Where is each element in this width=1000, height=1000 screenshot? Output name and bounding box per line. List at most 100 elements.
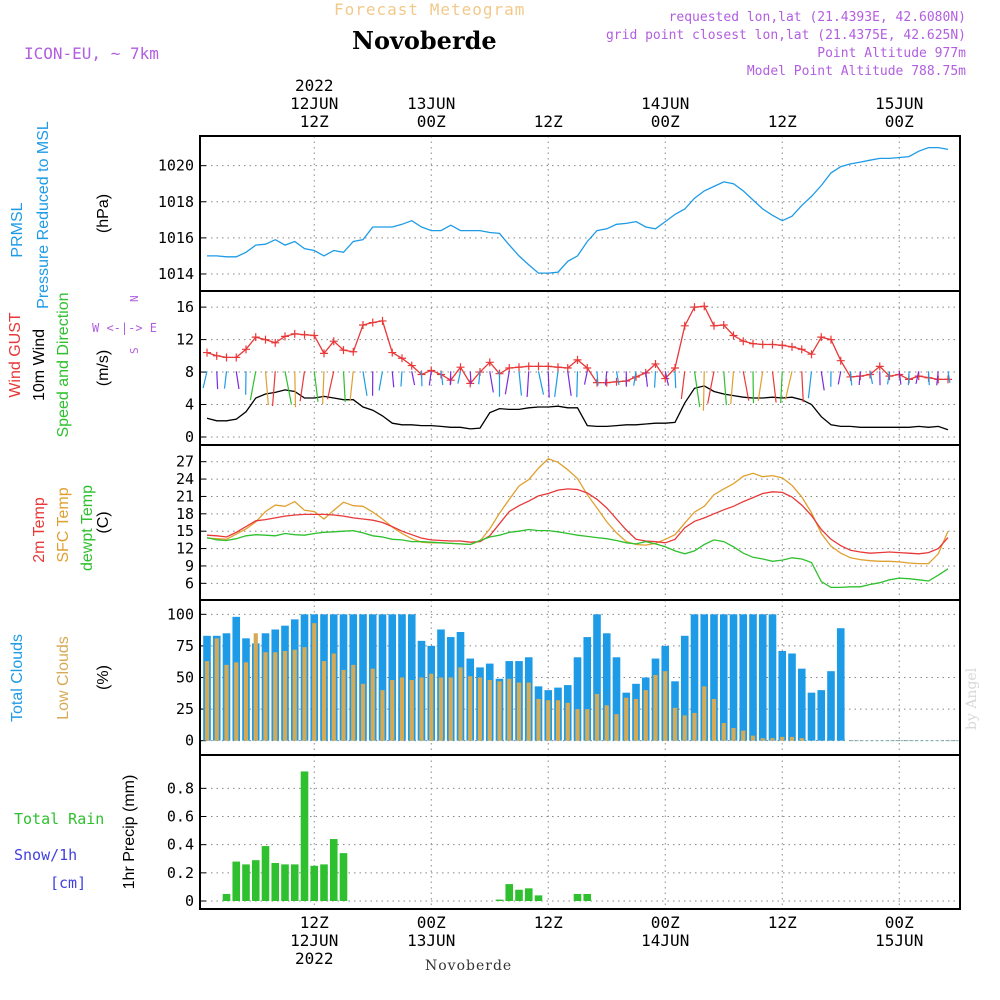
y-tick-label: 1018 <box>158 193 194 211</box>
gust-point <box>758 340 767 349</box>
gust-point <box>300 330 309 339</box>
rain-bar <box>573 893 582 901</box>
rain-bar <box>339 853 348 901</box>
wind-direction-arrow <box>284 371 293 405</box>
gust-point <box>710 321 718 330</box>
wind-direction-arrow <box>294 371 297 408</box>
rain-bar <box>515 889 523 901</box>
low-cloud-bar <box>614 714 619 741</box>
low-cloud-bar <box>214 638 219 741</box>
bottom-time-label: 15JUN <box>875 931 923 950</box>
top-time-label: 12Z <box>300 112 329 131</box>
low-cloud-bar <box>204 661 210 741</box>
wind-direction-arrow <box>653 371 657 388</box>
bottom-time-label: 13JUN <box>407 931 455 950</box>
wind-direction-arrow <box>411 371 416 386</box>
low-cloud-bar <box>370 668 375 741</box>
low-cloud-bar <box>780 736 785 741</box>
total-cloud-bar <box>710 614 718 741</box>
chart-title: Forecast Meteogram <box>334 0 526 19</box>
low-cloud-bar <box>360 683 366 741</box>
side-label-speed-direction: Speed and Direction <box>55 293 72 438</box>
low-cloud-bar <box>653 674 658 741</box>
frames-layer <box>199 135 961 910</box>
bottom-time-label: 12Z <box>300 913 329 932</box>
gust-point <box>232 353 241 362</box>
gust-point <box>573 355 582 364</box>
compass-n: N <box>128 295 141 302</box>
wind-direction-arrow <box>469 371 472 385</box>
rain-bar <box>505 884 514 901</box>
rain-bar <box>232 861 241 901</box>
total-cloud-bar <box>836 628 845 741</box>
y-tick-label: 50 <box>176 669 194 687</box>
low-cloud-bar <box>312 623 317 741</box>
bottom-time-label: 12Z <box>768 913 797 932</box>
y-tick-label: 15 <box>176 522 194 540</box>
wind-direction-arrow <box>567 371 572 396</box>
wind-direction-arrow <box>771 371 777 403</box>
compass-we: W <-|-> E <box>92 321 157 335</box>
side-label-2m-temp: 2m Temp <box>31 497 48 563</box>
rain-bar <box>222 893 231 901</box>
gust-point <box>827 335 835 344</box>
wind-direction-arrow <box>518 371 523 396</box>
wind-direction-arrow <box>898 371 902 385</box>
rain-bar <box>281 864 289 901</box>
gust-point <box>534 362 543 371</box>
gust-point <box>700 302 709 311</box>
gust-point <box>875 362 884 371</box>
total-cloud-bar <box>729 614 738 741</box>
y-axis-unit: (C) <box>95 511 112 533</box>
gust-point <box>456 363 465 372</box>
low-cloud-bar <box>682 715 687 741</box>
total-cloud-bar <box>827 671 835 741</box>
side-label-pressure: Pressure Reduced to MSL <box>35 121 52 309</box>
gust-point <box>368 318 377 327</box>
gust-point <box>505 364 514 372</box>
bottom-time-label: 00Z <box>651 913 680 932</box>
wind-direction-arrow <box>526 371 530 397</box>
wind-direction-arrow <box>604 371 608 386</box>
y-tick-label: 4 <box>185 396 194 414</box>
gust-point <box>407 361 416 370</box>
rain-bar <box>310 865 319 901</box>
low-cloud-bar <box>477 677 483 741</box>
bottom-time-label: 2022 <box>295 949 334 968</box>
y-tick-label: 8 <box>185 363 194 381</box>
low-cloud-bar <box>438 677 444 741</box>
low-cloud-bar <box>585 709 590 741</box>
low-cloud-bar <box>273 652 278 741</box>
wind-direction-arrow <box>784 371 793 400</box>
rain-bar <box>534 895 543 901</box>
gust-point <box>739 337 748 346</box>
gust-point <box>359 320 367 329</box>
low-cloud-bar <box>604 705 609 741</box>
gust-point <box>320 349 328 358</box>
wind-direction-arrow <box>633 371 637 386</box>
low-cloud-bar <box>594 693 600 741</box>
top-time-label: 12Z <box>534 112 563 131</box>
total-cloud-bar <box>778 650 787 741</box>
top-time-label: 00Z <box>651 112 680 131</box>
total-cloud-bar <box>583 637 592 741</box>
gust-point <box>398 354 406 363</box>
low-cloud-bar <box>507 678 512 741</box>
total-cloud-bar <box>700 614 709 741</box>
gust-point <box>290 329 299 338</box>
wind-direction-arrow <box>271 371 276 407</box>
wind-direction-arrow <box>915 371 920 385</box>
total-cloud-bar <box>573 657 582 741</box>
y-tick-label: 75 <box>176 637 194 655</box>
gust-point <box>485 358 494 367</box>
low-cloud-bar <box>243 662 249 741</box>
y-tick-label: 0 <box>185 892 194 910</box>
side-label-gust: Wind GUST <box>7 312 24 398</box>
wind-direction-arrow <box>886 371 891 385</box>
wind-direction-arrow <box>723 371 727 406</box>
wind-direction-arrow <box>674 371 677 389</box>
gust-point <box>544 362 553 371</box>
gust-point <box>203 348 211 357</box>
